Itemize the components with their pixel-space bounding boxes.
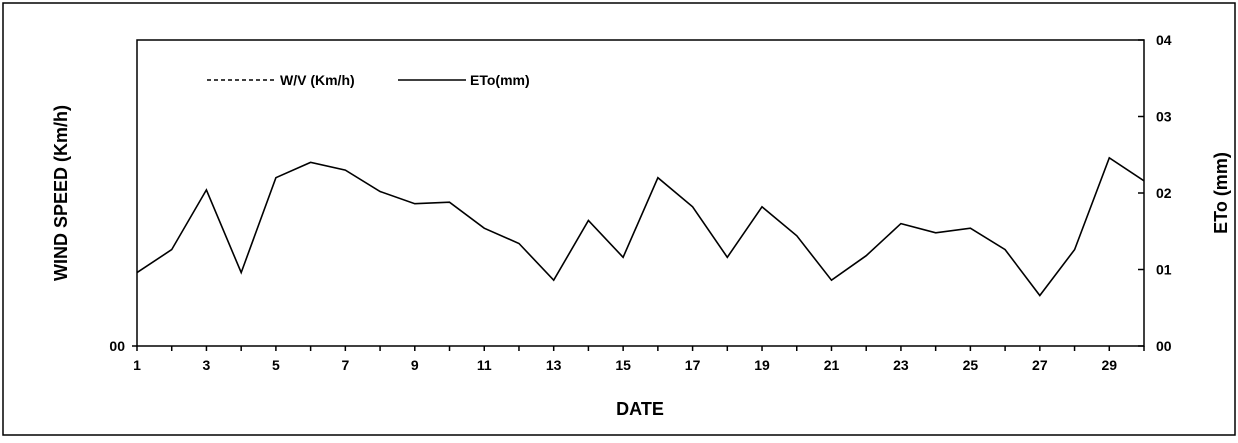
left-axis-label: WIND SPEED (Km/h) (51, 105, 71, 281)
x-tick-label: 19 (754, 357, 770, 373)
series-line-eto (136, 156, 1145, 297)
legend: W/V (Km/h) ETo(mm) (207, 72, 530, 88)
x-tick-label: 25 (963, 357, 979, 373)
right-tick-label: 04 (1156, 32, 1172, 48)
legend-label-eto: ETo(mm) (470, 72, 530, 88)
x-axis-label: DATE (616, 399, 664, 419)
x-tick-label: 7 (341, 357, 349, 373)
x-tick-label: 9 (411, 357, 419, 373)
right-tick-label: 01 (1156, 262, 1172, 278)
x-tick-label: 23 (893, 357, 909, 373)
x-tick-label: 17 (685, 357, 701, 373)
x-tick-label: 11 (477, 357, 492, 373)
x-tick-label: 29 (1101, 357, 1117, 373)
x-tick-label: 21 (824, 357, 840, 373)
outer-border (2, 2, 1236, 436)
left-y-axis: 00 (109, 338, 137, 354)
right-tick-label: 00 (1156, 338, 1172, 354)
right-axis-label: ETo (mm) (1211, 152, 1231, 234)
series-layer (136, 156, 1145, 297)
x-tick-label: 15 (615, 357, 631, 373)
left-tick-label: 00 (109, 338, 125, 354)
x-tick-label: 13 (546, 357, 562, 373)
x-tick-label: 27 (1032, 357, 1048, 373)
x-tick-label: 5 (272, 357, 280, 373)
legend-label-wv: W/V (Km/h) (280, 72, 355, 88)
right-tick-label: 02 (1156, 185, 1172, 201)
x-tick-label: 1 (133, 357, 141, 373)
x-axis: 1 3 5 7 9 11 13 15 17 19 21 23 25 27 29 (133, 346, 1145, 373)
right-y-axis: 00 01 02 03 04 (1138, 32, 1172, 354)
x-tick-label: 3 (203, 357, 211, 373)
right-tick-label: 03 (1156, 109, 1172, 125)
